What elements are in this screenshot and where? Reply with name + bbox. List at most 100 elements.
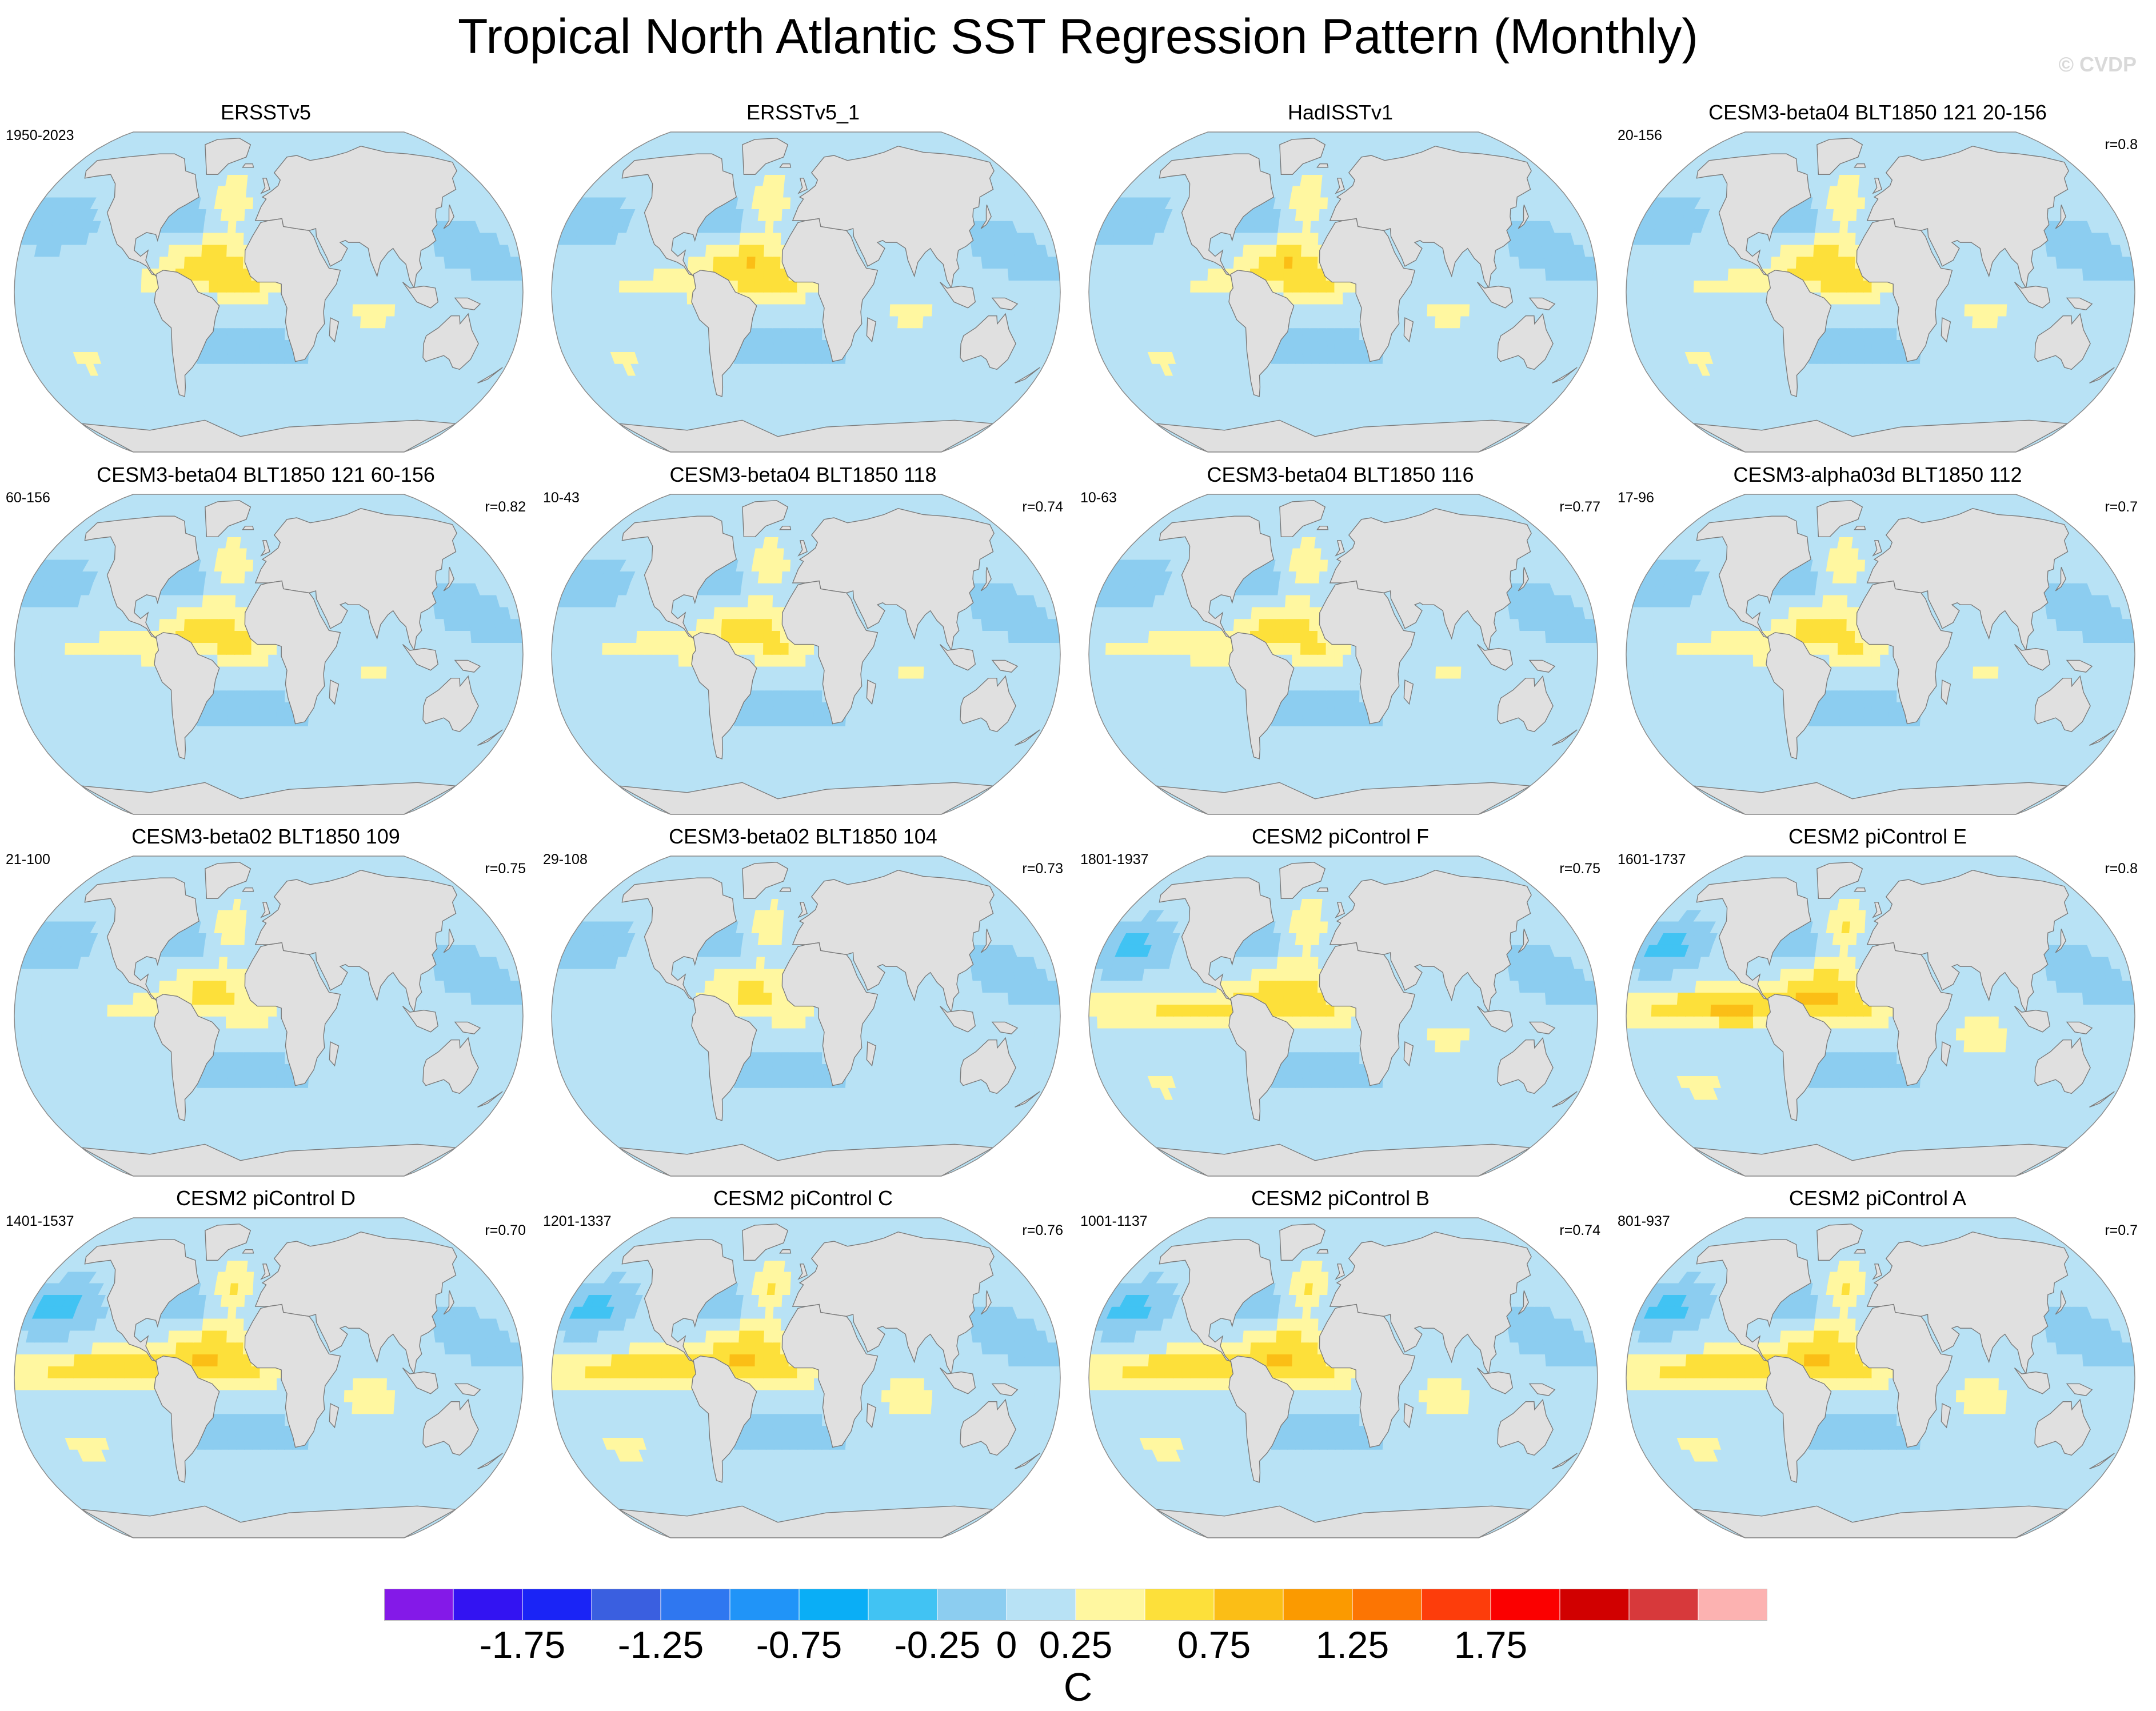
map-panel: ERSSTv5 1950-2023 bbox=[6, 101, 526, 455]
panel-map bbox=[551, 856, 1061, 1177]
colorbar-swatch bbox=[937, 1589, 1007, 1621]
panel-map bbox=[1088, 131, 1598, 453]
panel-correlation-label: r=0.77 bbox=[1559, 498, 1600, 515]
colorbar-tick-label: 0.75 bbox=[1145, 1623, 1283, 1666]
panel-title: CESM3-beta02 BLT1850 109 bbox=[6, 825, 526, 849]
panel-period-label: 1950-2023 bbox=[6, 127, 74, 144]
colorbar-swatch bbox=[1491, 1589, 1560, 1621]
panel-title: HadISSTv1 bbox=[1080, 101, 1600, 125]
colorbar-swatch bbox=[868, 1589, 938, 1621]
panel-period-label: 10-43 bbox=[543, 489, 580, 506]
panel-title: ERSSTv5 bbox=[6, 101, 526, 125]
colorbar-tick-label: -1.25 bbox=[592, 1623, 729, 1666]
panel-title: CESM3-beta04 BLT1850 118 bbox=[543, 463, 1063, 487]
colorbar-swatch bbox=[799, 1589, 869, 1621]
panel-map bbox=[1088, 1217, 1598, 1538]
map-panel: CESM3-beta04 BLT1850 116 10-63 r=0.77 bbox=[1080, 463, 1600, 817]
map-panel: HadISSTv1 bbox=[1080, 101, 1600, 455]
colorbar-tick-label: 1.75 bbox=[1422, 1623, 1559, 1666]
colorbar-tick-label: 1.25 bbox=[1284, 1623, 1421, 1666]
panel-map bbox=[551, 494, 1061, 815]
colorbar-swatch bbox=[1422, 1589, 1491, 1621]
panel-correlation-label: r=0.75 bbox=[1559, 860, 1600, 877]
panel-map bbox=[14, 856, 524, 1177]
panel-map bbox=[14, 131, 524, 453]
panel-map bbox=[1088, 494, 1598, 815]
map-panel: CESM3-alpha03d BLT1850 112 17-96 r=0.7 bbox=[1618, 463, 2138, 817]
colorbar-swatch bbox=[1145, 1589, 1215, 1621]
panel-title: CESM2 piControl C bbox=[543, 1186, 1063, 1210]
figure-title: Tropical North Atlantic SST Regression P… bbox=[0, 8, 2156, 65]
panel-title: CESM2 piControl E bbox=[1618, 825, 2138, 849]
panel-correlation-label: r=0.73 bbox=[1022, 860, 1063, 877]
panel-period-label: 17-96 bbox=[1618, 489, 1654, 506]
map-panel: CESM2 piControl D 1401-1537 r=0.70 bbox=[6, 1186, 526, 1541]
panel-title: CESM3-beta04 BLT1850 116 bbox=[1080, 463, 1600, 487]
panel-map bbox=[551, 1217, 1061, 1538]
map-panel: ERSSTv5_1 bbox=[543, 101, 1063, 455]
colorbar-swatch bbox=[1076, 1589, 1145, 1621]
panel-title: CESM3-beta02 BLT1850 104 bbox=[543, 825, 1063, 849]
colorbar-units: C bbox=[1009, 1665, 1147, 1709]
panel-period-label: 20-156 bbox=[1618, 127, 1662, 144]
panel-correlation-label: r=0.74 bbox=[1559, 1222, 1600, 1239]
panel-title: CESM3-beta04 BLT1850 121 20-156 bbox=[1618, 101, 2138, 125]
panel-title: CESM2 piControl D bbox=[6, 1186, 526, 1210]
colorbar-tick-label: 0 bbox=[938, 1623, 1075, 1666]
panel-correlation-label: r=0.8 bbox=[2105, 860, 2138, 877]
panel-correlation-label: r=0.7 bbox=[2105, 498, 2138, 515]
colorbar-swatch bbox=[1629, 1589, 1699, 1621]
colorbar bbox=[384, 1589, 1767, 1621]
panel-period-label: 1001-1137 bbox=[1080, 1213, 1148, 1230]
map-panel: CESM3-beta04 BLT1850 121 20-156 20-156 r=0… bbox=[1618, 101, 2138, 455]
panel-period-label: 1401-1537 bbox=[6, 1213, 74, 1230]
panel-correlation-label: r=0.7 bbox=[2105, 1222, 2138, 1239]
colorbar-swatch bbox=[1283, 1589, 1353, 1621]
panel-correlation-label: r=0.82 bbox=[485, 498, 526, 515]
colorbar-swatch bbox=[1007, 1589, 1076, 1621]
colorbar-swatch bbox=[592, 1589, 661, 1621]
panel-map bbox=[1626, 494, 2135, 815]
colorbar-swatch bbox=[384, 1589, 454, 1621]
panel-map bbox=[14, 494, 524, 815]
panel-correlation-label: r=0.8 bbox=[2105, 136, 2138, 153]
colorbar-tick-label: -1.75 bbox=[454, 1623, 591, 1666]
colorbar-swatch bbox=[661, 1589, 730, 1621]
panel-period-label: 1801-1937 bbox=[1080, 851, 1149, 868]
panel-map bbox=[551, 131, 1061, 453]
panel-map bbox=[1626, 856, 2135, 1177]
panel-title: CESM2 piControl B bbox=[1080, 1186, 1600, 1210]
panel-period-label: 1601-1737 bbox=[1618, 851, 1686, 868]
panel-period-label: 1201-1337 bbox=[543, 1213, 612, 1230]
panel-correlation-label: r=0.75 bbox=[485, 860, 526, 877]
colorbar-swatch bbox=[730, 1589, 800, 1621]
panel-map bbox=[1626, 1217, 2135, 1538]
panel-map bbox=[14, 1217, 524, 1538]
colorbar-tick-label: 0.25 bbox=[1007, 1623, 1144, 1666]
colorbar-swatch bbox=[453, 1589, 523, 1621]
watermark: © CVDP bbox=[2058, 53, 2137, 77]
map-panel: CESM3-beta02 BLT1850 109 21-100 r=0.75 bbox=[6, 825, 526, 1179]
panel-title: CESM2 piControl F bbox=[1080, 825, 1600, 849]
colorbar-swatch bbox=[1560, 1589, 1630, 1621]
panel-title: CESM3-alpha03d BLT1850 112 bbox=[1618, 463, 2138, 487]
map-panel: CESM2 piControl B 1001-1137 r=0.74 bbox=[1080, 1186, 1600, 1541]
panel-period-label: 801-937 bbox=[1618, 1213, 1670, 1230]
panel-title: CESM3-beta04 BLT1850 121 60-156 bbox=[6, 463, 526, 487]
panel-period-label: 21-100 bbox=[6, 851, 50, 868]
panel-period-label: 60-156 bbox=[6, 489, 50, 506]
colorbar-tick-label: -0.25 bbox=[869, 1623, 1006, 1666]
map-panel: CESM2 piControl A 801-937 r=0.7 bbox=[1618, 1186, 2138, 1541]
colorbar-swatch bbox=[1214, 1589, 1284, 1621]
panel-title: CESM2 piControl A bbox=[1618, 1186, 2138, 1210]
panel-correlation-label: r=0.76 bbox=[1022, 1222, 1063, 1239]
map-panel: CESM3-beta02 BLT1850 104 29-108 r=0.73 bbox=[543, 825, 1063, 1179]
map-panel: CESM2 piControl C 1201-1337 r=0.76 bbox=[543, 1186, 1063, 1541]
map-panel: CESM2 piControl E 1601-1737 r=0.8 bbox=[1618, 825, 2138, 1179]
colorbar-tick-label: -0.75 bbox=[730, 1623, 868, 1666]
colorbar-swatch bbox=[1698, 1589, 1767, 1621]
map-panel: CESM3-beta04 BLT1850 121 60-156 60-156 r=0… bbox=[6, 463, 526, 817]
colorbar-frame bbox=[384, 1589, 1767, 1621]
panel-map bbox=[1088, 856, 1598, 1177]
panel-map bbox=[1626, 131, 2135, 453]
